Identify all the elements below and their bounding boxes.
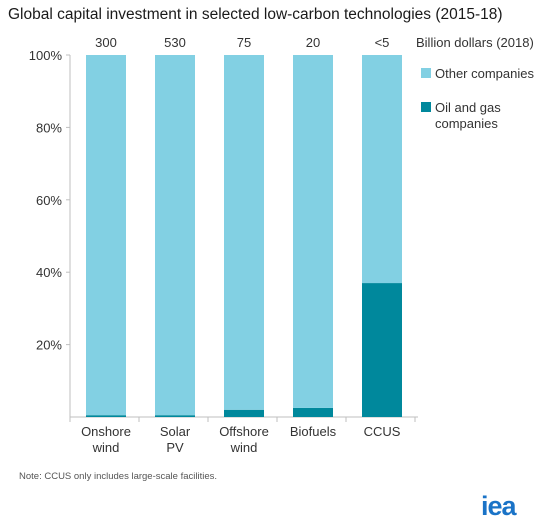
x-tick-label: Biofuels — [290, 424, 337, 439]
legend-label: companies — [435, 116, 498, 131]
x-tick-label: Onshore — [81, 424, 131, 439]
bar-other-companies — [86, 55, 126, 416]
bar-oil-and-gas-companies — [224, 409, 264, 417]
x-tick-label: PV — [166, 440, 184, 455]
chart-title: Global capital investment in selected lo… — [8, 6, 503, 23]
bar-labels: Onshorewind300SolarPV530Offshorewind75Bi… — [81, 35, 534, 455]
bar-series — [86, 55, 402, 417]
y-tick-label: 100% — [29, 48, 63, 63]
bar-oil-and-gas-companies — [362, 283, 402, 417]
y-tick-label: 60% — [36, 193, 62, 208]
bar-oil-and-gas-companies — [293, 407, 333, 417]
iea-logo: iea — [481, 491, 517, 521]
bar-other-companies — [155, 55, 195, 416]
unit-label: Billion dollars (2018) — [416, 35, 534, 50]
x-tick-label: wind — [230, 440, 258, 455]
y-tick-label: 40% — [36, 265, 62, 280]
chart-note: Note: CCUS only includes large-scale fac… — [19, 471, 217, 482]
legend-label: Other companies — [435, 66, 534, 81]
legend-swatch — [421, 68, 431, 78]
x-tick-label: Solar — [160, 424, 191, 439]
stacked-bar-chart: 20%40%60%80%100% Onshorewind300SolarPV53… — [29, 35, 535, 455]
legend-label: Oil and gas — [435, 100, 501, 115]
bar-other-companies — [362, 55, 402, 284]
x-tick-label: Offshore — [219, 424, 269, 439]
bar-top-label: 300 — [95, 35, 117, 50]
bar-top-label: <5 — [375, 35, 390, 50]
bar-oil-and-gas-companies — [155, 415, 195, 417]
y-tick-label: 80% — [36, 120, 62, 135]
legend-swatch — [421, 102, 431, 112]
x-tick-label: CCUS — [364, 424, 401, 439]
bar-other-companies — [293, 55, 333, 408]
bar-other-companies — [224, 55, 264, 410]
bar-top-label: 75 — [237, 35, 251, 50]
bar-top-label: 530 — [164, 35, 186, 50]
y-tick-label: 20% — [36, 338, 62, 353]
bar-top-label: 20 — [306, 35, 320, 50]
x-tick-label: wind — [92, 440, 120, 455]
y-axis: 20% 40% 60% 80% 100% — [29, 48, 418, 422]
bar-oil-and-gas-companies — [86, 415, 126, 417]
